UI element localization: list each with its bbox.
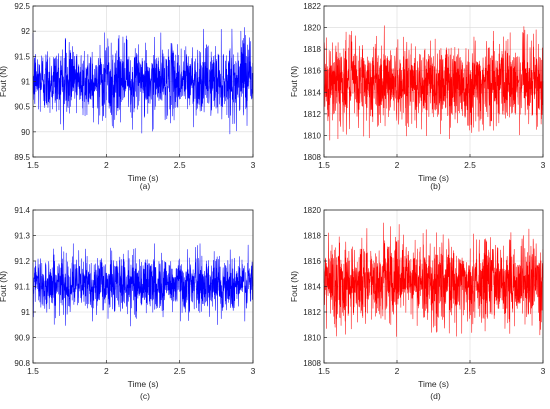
- x-tick-label: 3: [251, 366, 256, 376]
- y-tick-label: 1814: [303, 283, 321, 292]
- x-axis-label: Time (s): [418, 379, 449, 389]
- chart-panel-1: 1.5 2 2.5 3 89.5 90 90.5 91 91.5 92 92.5 Time (s) Fo…: [0, 2, 256, 191]
- x-tick-label: 2: [104, 160, 109, 170]
- chart-panel-2: 1.5 2 2.5 3 1808 1810 1812 1814 1816 1818 1820 1822…: [289, 2, 546, 191]
- y-tick-label: 1820: [303, 206, 321, 215]
- y-tick-label: 1816: [303, 257, 321, 266]
- y-tick-label: 1810: [303, 334, 321, 343]
- x-tick-label: 2.5: [464, 366, 476, 376]
- x-tick-label: 3: [251, 160, 256, 170]
- chart-panel-4: 1.5 2 2.5 3 1808 1810 1812 1814 1816 1818 1820 Time…: [289, 206, 546, 401]
- x-axis-label: Time (s): [128, 173, 159, 183]
- x-tick-label: 3: [541, 366, 546, 376]
- y-tick-label: 92: [21, 27, 30, 36]
- y-tick-label: 1812: [303, 308, 321, 317]
- x-axis-label: Time (s): [128, 379, 159, 389]
- y-tick-label: 90.8: [14, 359, 30, 368]
- y-tick-label: 1814: [303, 88, 321, 97]
- axes-box: [323, 5, 544, 158]
- y-tick-label: 1822: [303, 2, 321, 11]
- panel-label: (d): [430, 391, 441, 401]
- x-tick-label: 1.5: [27, 160, 39, 170]
- panel-label: (c): [140, 391, 150, 401]
- x-tick-label: 2.5: [174, 160, 186, 170]
- y-axis-label: Fout (N): [289, 66, 299, 97]
- panel-label: (a): [140, 181, 151, 191]
- y-tick-label: 89.5: [14, 153, 30, 162]
- y-axis-label: Fout (N): [289, 271, 299, 302]
- x-tick-label: 1.5: [27, 366, 39, 376]
- y-tick-label: 90: [21, 128, 30, 137]
- y-tick-label: 92.5: [14, 2, 30, 11]
- x-tick-label: 2.5: [174, 366, 186, 376]
- x-tick-label: 3: [541, 160, 546, 170]
- y-tick-label: 91.2: [14, 257, 30, 266]
- x-tick-label: 1.5: [318, 160, 330, 170]
- chart-panel-3: 1.5 2 2.5 3 90.8 90.9 91 91.1 91.2 91.3 91.4 Time (…: [0, 206, 256, 401]
- y-tick-label: 91.3: [14, 232, 30, 241]
- x-tick-label: 2: [395, 160, 400, 170]
- y-tick-label: 1808: [303, 153, 321, 162]
- x-tick-label: 2.5: [464, 160, 476, 170]
- y-tick-label: 1818: [303, 232, 321, 241]
- panel-label: (b): [430, 181, 441, 191]
- y-tick-label: 91.1: [14, 283, 30, 292]
- y-tick-label: 91: [21, 308, 30, 317]
- y-tick-label: 90.5: [14, 103, 30, 112]
- x-tick-label: 2: [395, 366, 400, 376]
- y-tick-label: 91.5: [14, 52, 30, 61]
- y-tick-label: 1808: [303, 359, 321, 368]
- series-line-1: [32, 27, 254, 135]
- series-line-1: [323, 222, 544, 337]
- y-tick-label: 1816: [303, 67, 321, 76]
- y-axis-label: Fout (N): [0, 66, 8, 97]
- x-tick-label: 2: [104, 366, 109, 376]
- y-tick-label: 1818: [303, 45, 321, 54]
- series-line-1: [32, 243, 254, 327]
- y-tick-label: 1820: [303, 24, 321, 33]
- series-line-1: [323, 25, 544, 141]
- y-axis-label: Fout (N): [0, 271, 8, 302]
- y-tick-label: 1812: [303, 110, 321, 119]
- x-tick-label: 1.5: [318, 366, 330, 376]
- y-tick-label: 91: [21, 78, 30, 87]
- y-tick-label: 1810: [303, 131, 321, 140]
- y-tick-label: 90.9: [14, 334, 30, 343]
- y-tick-label: 91.4: [14, 206, 30, 215]
- x-axis-label: Time (s): [418, 173, 449, 183]
